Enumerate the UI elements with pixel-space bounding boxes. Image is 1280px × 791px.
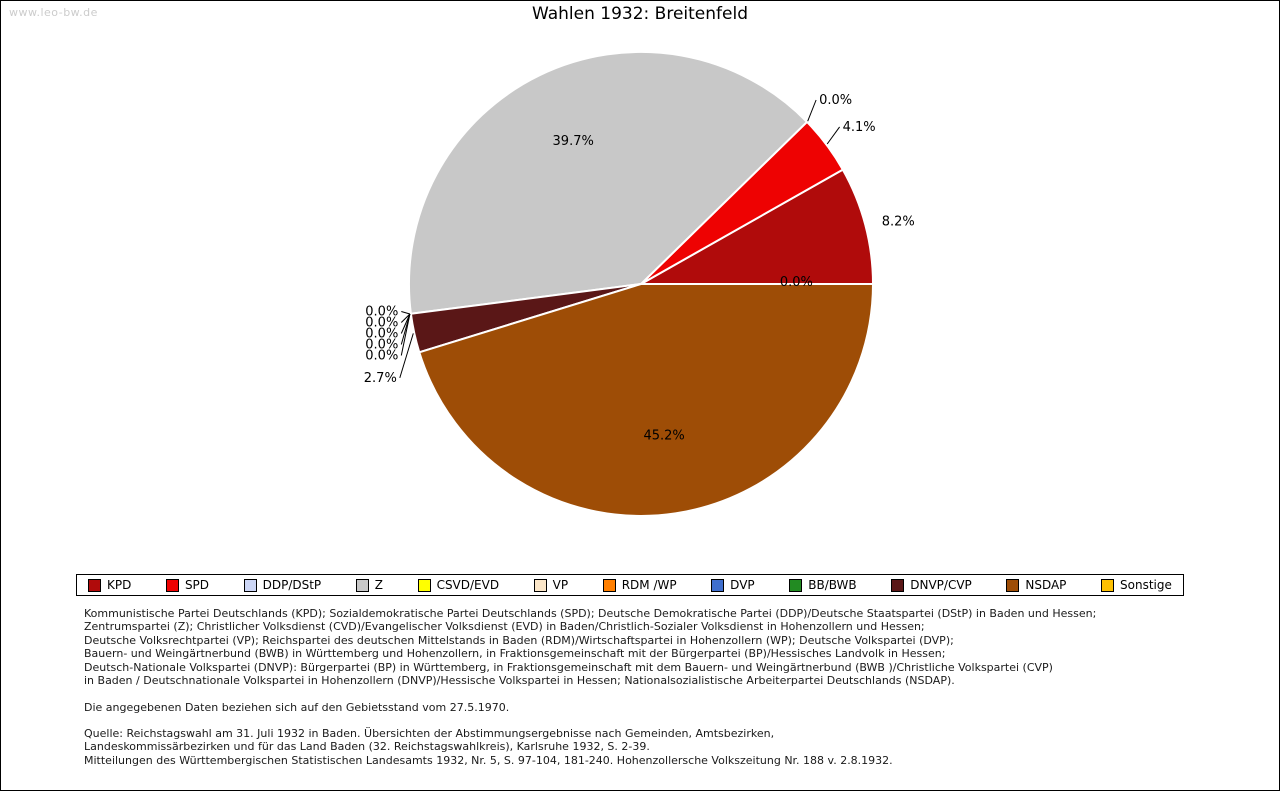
description-line: Deutsche Volksrechtpartei (VP); Reichspa… <box>84 633 954 647</box>
legend-label-vp: VP <box>552 578 569 592</box>
legend-label-csvd-evd: CSVD/EVD <box>436 578 500 592</box>
pie-label-ddp-dstp: 0.0% <box>819 93 852 108</box>
legend-label-dvp: DVP <box>730 578 755 592</box>
pie-label-leader-ddp-dstp <box>807 99 817 122</box>
source-line: Landeskommissärbezirken und für das Land… <box>84 740 650 754</box>
pie-label-rdm-wp: 0.0% <box>365 327 398 342</box>
legend-item-kpd: KPD <box>88 578 131 592</box>
pie-label-csvd-evd: 0.0% <box>365 305 398 320</box>
legend-item-spd: SPD <box>165 578 210 592</box>
party-descriptions: Kommunistische Partei Deutschlands (KPD)… <box>84 607 1269 687</box>
description-line: in Baden / Deutschnationale Volkspartei … <box>84 674 955 688</box>
pie-label-leader-spd <box>826 126 841 145</box>
site-watermark: www.leo-bw.de <box>9 6 98 19</box>
pie-label-spd: 4.1% <box>843 120 876 135</box>
legend-label-rdm-wp: RDM /WP <box>621 578 677 592</box>
source-note: Quelle: Reichstagswahl am 31. Juli 1932 … <box>84 727 1269 767</box>
pie-label-dnvp-cvp: 2.7% <box>364 371 397 386</box>
description-line: Zentrumspartei (Z); Christlicher Volksdi… <box>84 620 925 634</box>
legend-swatch-dvp <box>711 578 725 592</box>
legend-item-z: Z <box>355 578 383 592</box>
chart-title: Wahlen 1932: Breitenfeld <box>532 4 748 24</box>
legend-swatch-z <box>355 578 369 592</box>
chart-legend: KPD SPD DDP/DStP Z CSVD/EVD VP RDM /WP D… <box>76 574 1184 596</box>
pie-label-leader-csvd-evd <box>401 311 411 315</box>
legend-swatch-sonstige <box>1101 578 1114 592</box>
pie-chart: 8.2%4.1%0.0%39.7%0.0%0.0%0.0%0.0%0.0%2.7… <box>364 50 915 517</box>
legend-item-bb-bwb: BB/BWB <box>789 578 857 592</box>
basis-line: Die angegebenen Daten beziehen sich auf … <box>84 701 510 715</box>
pie-label-bb-bwb: 0.0% <box>365 349 398 364</box>
legend-swatch-rdm-wp <box>602 578 616 592</box>
description-line: Deutsch-Nationale Volkspartei (DNVP): Bü… <box>84 660 1053 674</box>
legend-swatch-nsdap <box>1006 578 1020 592</box>
legend-swatch-kpd <box>88 578 101 592</box>
pie-label-z: 39.7% <box>553 134 594 149</box>
legend-item-dnvp-cvp: DNVP/CVP <box>891 578 972 592</box>
legend-label-nsdap: NSDAP <box>1025 578 1067 592</box>
legend-swatch-dnvp-cvp <box>891 578 905 592</box>
legend-label-sonstige: Sonstige <box>1120 578 1172 592</box>
source-line: Quelle: Reichstagswahl am 31. Juli 1932 … <box>84 726 775 740</box>
legend-label-z: Z <box>374 578 383 592</box>
legend-swatch-ddp-dstp <box>243 578 257 592</box>
source-line: Mitteilungen des Württembergischen Stati… <box>84 753 893 767</box>
pie-label-sonstige: 0.0% <box>780 275 813 290</box>
pie-slice-nsdap <box>418 283 875 517</box>
legend-label-bb-bwb: BB/BWB <box>808 578 857 592</box>
legend-label-dnvp-cvp: DNVP/CVP <box>910 578 972 592</box>
legend-item-dvp: DVP <box>711 578 755 592</box>
legend-swatch-csvd-evd <box>417 578 431 592</box>
pie-label-nsdap: 45.2% <box>643 429 684 444</box>
legend-label-ddp-dstp: DDP/DStP <box>262 578 322 592</box>
legend-item-sonstige: Sonstige <box>1101 578 1172 592</box>
pie-label-leader-dnvp-cvp <box>399 333 414 379</box>
legend-item-csvd-evd: CSVD/EVD <box>417 578 500 592</box>
pie-label-kpd: 8.2% <box>882 215 915 230</box>
legend-item-nsdap: NSDAP <box>1006 578 1066 592</box>
notes: Kommunistische Partei Deutschlands (KPD)… <box>84 607 1269 767</box>
description-line: Bauern- und Weingärtnerbund (BWB) in Wür… <box>84 647 946 661</box>
pie-slice-z <box>408 50 809 315</box>
pie-label-leader-vp <box>400 313 411 323</box>
pie-label-leader-bb-bwb <box>400 313 411 356</box>
legend-item-rdm-wp: RDM /WP <box>602 578 677 592</box>
legend-swatch-spd <box>165 578 179 592</box>
legend-item-ddp-dstp: DDP/DStP <box>243 578 322 592</box>
description-line: Kommunistische Partei Deutschlands (KPD)… <box>84 607 1097 620</box>
legend-item-vp: VP <box>533 578 569 592</box>
pie-slice-kpd <box>637 168 875 285</box>
territorial-note: Die angegebenen Daten beziehen sich auf … <box>84 701 1269 714</box>
pie-label-vp: 0.0% <box>365 316 398 331</box>
legend-label-spd: SPD <box>184 578 210 592</box>
legend-swatch-bb-bwb <box>789 578 803 592</box>
legend-label-kpd: KPD <box>107 578 132 592</box>
legend-swatch-vp <box>533 578 547 592</box>
pie-label-dvp: 0.0% <box>365 338 398 353</box>
